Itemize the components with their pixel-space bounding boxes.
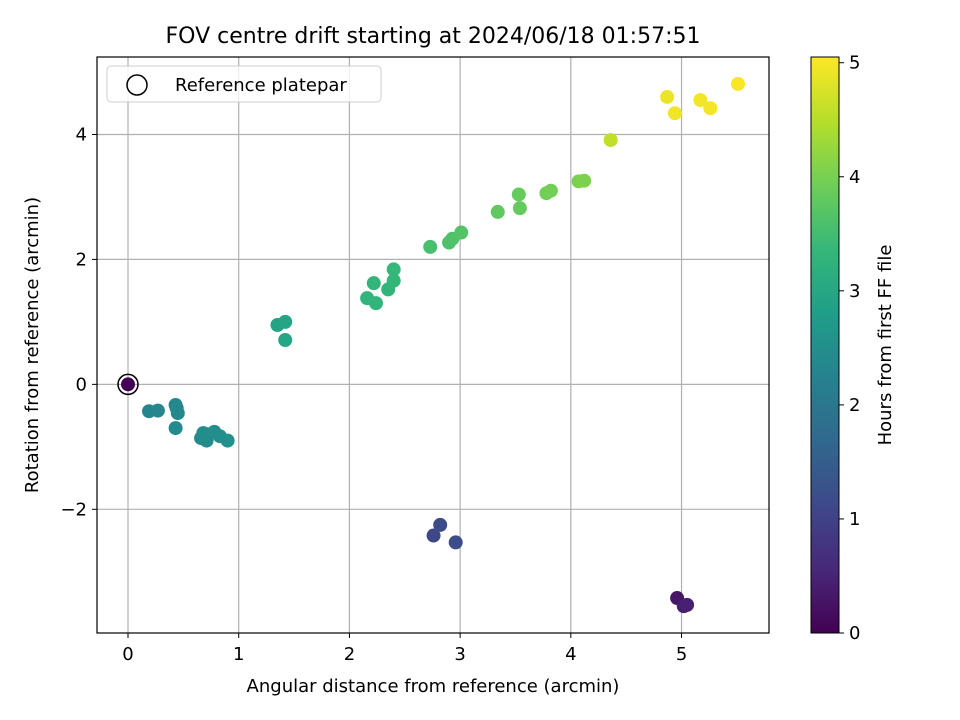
data-point (454, 225, 469, 240)
data-points (120, 76, 746, 614)
data-point (577, 173, 592, 188)
data-point (168, 421, 183, 436)
y-tick-label: 2 (76, 249, 87, 270)
legend-box (106, 65, 382, 103)
data-point (278, 314, 293, 329)
y-tick-label: −2 (60, 499, 87, 520)
plot-frame (96, 56, 770, 634)
x-axis-label: Angular distance from reference (arcmin) (247, 676, 620, 697)
colorbar-tick-label: 1 (849, 509, 860, 530)
x-axis-ticks: 0 1 2 3 4 5 (122, 633, 687, 665)
reference-platepar-marker (117, 373, 139, 396)
x-tick-label: 5 (676, 644, 687, 665)
colorbar-gradient (810, 56, 840, 634)
legend: Reference platepar (106, 65, 382, 103)
data-point (693, 93, 708, 108)
data-point (366, 276, 381, 291)
data-point (423, 239, 438, 254)
data-point (512, 201, 527, 216)
data-point (543, 183, 558, 198)
colorbar: 0 1 2 3 4 5 Hours from first FF file (810, 53, 896, 644)
x-tick-label: 1 (233, 644, 244, 665)
data-point (511, 187, 526, 202)
y-axis-label: Rotation from reference (arcmin) (22, 197, 43, 493)
y-tick-label: 0 (76, 374, 87, 395)
data-point (680, 597, 695, 612)
data-point (368, 296, 383, 311)
colorbar-tick-label: 5 (849, 53, 860, 74)
data-point (120, 377, 135, 392)
data-point (703, 101, 718, 116)
colorbar-tick-label: 2 (849, 395, 860, 416)
x-tick-label: 3 (454, 644, 465, 665)
data-point (660, 89, 675, 104)
data-point (433, 517, 448, 532)
reference-marker (117, 373, 139, 396)
colorbar-label: Hours from first FF file (875, 245, 896, 446)
data-point (150, 403, 165, 418)
grid-lines (97, 57, 769, 633)
data-point (386, 262, 401, 277)
legend-entry-reference: Reference platepar (175, 75, 347, 96)
data-point (220, 433, 235, 448)
y-tick-label: 4 (76, 124, 87, 145)
data-point (386, 273, 401, 288)
x-tick-label: 2 (344, 644, 355, 665)
colorbar-ticks: 0 1 2 3 4 5 (839, 53, 860, 644)
data-point (426, 528, 441, 543)
data-point (731, 76, 746, 91)
data-point (490, 204, 505, 219)
y-axis-ticks: −2 0 2 4 (60, 124, 97, 520)
colorbar-tick-label: 0 (849, 623, 860, 644)
x-tick-label: 0 (122, 644, 133, 665)
data-point (603, 133, 618, 148)
colorbar-tick-label: 4 (849, 167, 860, 188)
data-point (278, 333, 293, 348)
colorbar-tick-label: 3 (849, 281, 860, 302)
legend-marker-icon (126, 74, 148, 96)
x-tick-label: 4 (565, 644, 576, 665)
chart-title: FOV centre drift starting at 2024/06/18 … (166, 24, 701, 49)
data-point (667, 106, 682, 121)
data-point (170, 406, 185, 421)
data-point (448, 535, 463, 550)
